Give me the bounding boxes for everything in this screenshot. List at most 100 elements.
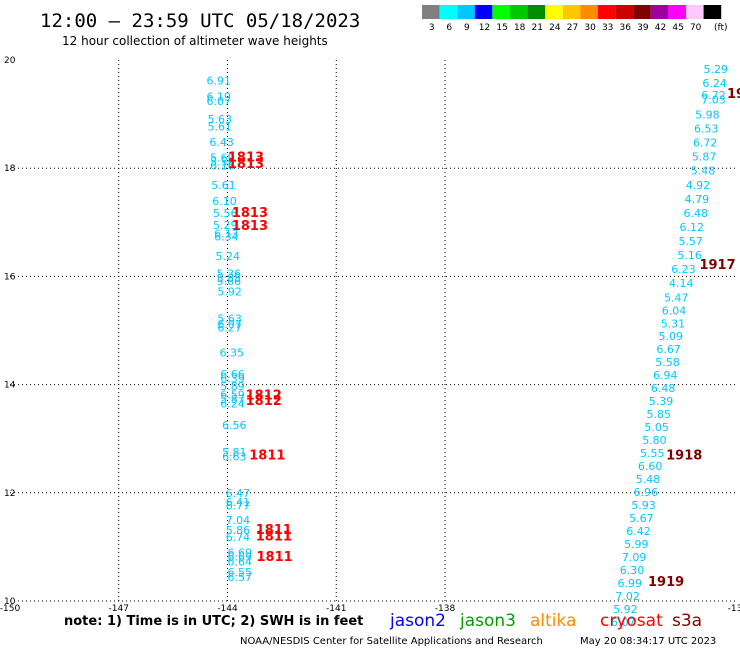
swh-value: 5.56 [210,155,235,168]
swh-value: 6.48 [651,382,676,395]
colorbar-label: 42 [655,23,666,33]
axis-ticks: -150 -147 -144 -141 -138 -13 10 12 14 16 18 20 [0,56,740,614]
x-tick-label: -13 [728,604,740,614]
swh-value: 7.03 [701,93,726,106]
swh-value: 6.04 [662,304,687,317]
swh-value: 5.93 [631,499,656,512]
swh-value: 5.87 [692,151,717,164]
pass-time-label: 1813 [232,219,268,234]
pass-time-label: 1813 [228,157,264,172]
swh-value: 5.31 [661,317,686,330]
swh-value: 5.57 [678,235,703,248]
swh-value: 5.81 [222,446,247,459]
swh-value: 6.48 [684,207,709,220]
pass-time-label: 1811 [256,523,292,538]
colorbar-label: 3 [429,23,435,33]
swh-value: 6.69 [228,550,253,563]
swh-value: 5.09 [659,330,684,343]
swh-value: 6.74 [226,531,251,544]
pass-time-label: 1919 [648,575,684,590]
swh-value: 6.27 [217,322,242,335]
y-tick-label: 10 [4,597,16,607]
colorbar-label: 70 [690,23,702,33]
grid-lines [10,60,735,602]
satellite-s3a: s3a [672,611,702,631]
swh-value: 6.96 [634,486,659,499]
swh-value: 5.39 [649,395,674,408]
swh-value: 6.77 [226,500,251,513]
swh-value: 6.67 [656,343,681,356]
swh-value: 5.98 [695,108,720,121]
swh-value: 6.24 [702,77,727,90]
colorbar-swatch [474,5,493,19]
swh-value: 6.07 [206,95,231,108]
swh-value: 4.14 [669,277,694,290]
swh-value: 6.12 [680,221,705,234]
x-tick-label: -144 [217,604,238,614]
swh-value: 5.92 [613,603,638,616]
swh-value: 6.35 [220,346,245,359]
x-tick-label: -147 [109,604,129,614]
pass-time-label: 1813 [228,151,264,166]
swh-value: 6.99 [618,577,643,590]
colorbar-swatch [457,5,475,19]
colorbar-label: 21 [532,23,543,33]
colorbar-label: 27 [567,23,578,33]
x-tick-label: -141 [326,604,346,614]
swh-value: 7.04 [226,514,251,527]
swh-value: 6.34 [214,231,239,244]
y-tick-label: 20 [4,56,16,66]
colorbar-swatch [580,5,598,19]
colorbar-swatch [633,5,651,19]
swh-value: 5.61 [211,179,236,192]
swh-value: 6.19 [206,91,231,104]
colorbar-label: 6 [446,23,452,33]
swh-value: 5.80 [642,434,667,447]
swh-value: 5.16 [677,249,702,262]
swh-value: 6.57 [228,571,253,584]
colorbar-label: 12 [479,23,490,33]
y-tick-label: 16 [4,272,16,282]
colorbar-label: 24 [549,23,561,33]
swh-value: 6.42 [626,525,651,538]
swh-value: 5.29 [213,219,238,232]
swh-value: 6.07 [611,616,636,629]
satellite-jason3: jason3 [459,611,516,631]
pass-time-label: 1918 [666,448,702,463]
colorbar-swatch [545,5,563,19]
pass-time-label: 191 [727,87,740,102]
swh-value: 5.67 [629,512,654,525]
swh-value: 5.48 [636,473,661,486]
colorbar-legend: 3 6 9 12 15 18 21 24 27 30 33 36 39 42 45 70 [422,5,722,33]
swh-value: 6.69 [228,547,253,560]
swh-value: 6.60 [638,460,663,473]
colorbar-label: 18 [514,23,526,33]
y-tick-label: 14 [4,381,16,391]
swh-value: 5.36 [217,267,242,280]
swh-value: 6.66 [220,368,245,381]
pass-time-label: 1812 [246,394,282,409]
colorbar-swatch [439,5,458,19]
swh-value: 6.53 [694,122,719,135]
swh-value: 6.94 [653,369,678,382]
chart-title: 12:00 – 23:59 UTC 05/18/2023 [40,10,360,32]
swh-value: 5.24 [216,250,241,263]
swh-value: 5.92 [217,285,242,298]
satellite-legend: jason2 jason3 altika cryosat s3a [389,611,702,631]
swh-value: 6.10 [212,195,237,208]
swh-value: 6.72 [693,137,718,150]
colorbar-swatch [510,5,528,19]
swh-value: 5.48 [691,165,716,178]
swh-value: 5.63 [217,312,242,325]
swh-value: 5.86 [226,524,251,537]
swh-value: 6.47 [226,487,251,500]
swh-value: 6.07 [217,318,242,331]
swh-value: 5.85 [217,272,242,285]
swh-value: 5.47 [664,291,689,304]
colorbar-swatch [598,5,616,19]
swh-value: 6.39 [220,372,245,385]
colorbar-swatch [703,5,722,19]
y-tick-label: 18 [4,164,16,174]
colorbar-label: 45 [672,23,683,33]
swh-value: 5.56 [213,207,238,220]
